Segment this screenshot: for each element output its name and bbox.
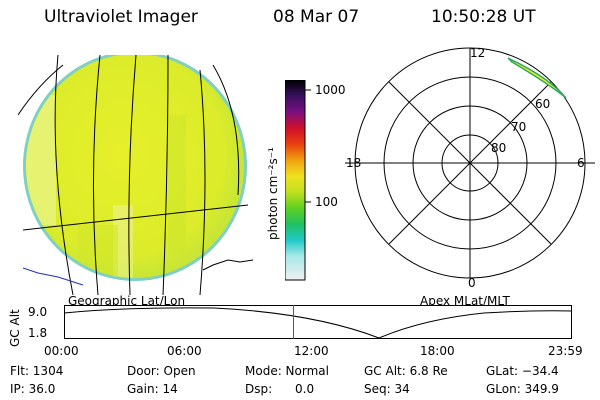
colorbar-label: photon cm⁻²s⁻¹: [266, 147, 280, 240]
app-title: Ultraviolet Imager: [44, 7, 198, 27]
right-panel-caption: Apex MLat/MLT: [420, 294, 510, 308]
info-glon: GLon: 349.9: [486, 382, 559, 396]
altitude-xtick-1200: 12:00: [294, 344, 329, 358]
lat-label-70: 70: [511, 120, 527, 134]
auroral-oval-segment: [507, 57, 567, 99]
altitude-xtick-1800: 18:00: [420, 344, 455, 358]
info-gain: Gain: 14: [127, 382, 178, 396]
info-gc-alt: GC Alt: 6.8 Re: [364, 364, 448, 378]
info-ip: IP: 36.0: [10, 382, 56, 396]
altitude-ytick-9: 9.0: [28, 305, 48, 319]
info-mode: Mode: Normal: [245, 364, 329, 378]
info-glat: GLat: −34.4: [486, 364, 559, 378]
altitude-ylabel: GC Alt: [8, 309, 22, 347]
info-seq: Seq: 34: [364, 382, 410, 396]
altitude-curve: [64, 307, 572, 339]
altitude-ytick-1-8: 1.8: [28, 326, 48, 340]
colorbar-tick-100: 100: [315, 195, 338, 209]
latlon-grid: [18, 55, 249, 295]
coastline: [22, 267, 84, 286]
altitude-plot: [64, 305, 572, 339]
geographic-image: [18, 55, 254, 295]
left-panel-caption: Geographic Lat/Lon: [68, 294, 186, 308]
mlt-label-12: 12: [470, 46, 486, 60]
time-label: 10:50:28 UT: [431, 7, 536, 27]
coastline-east: [202, 259, 254, 271]
colorbar: [285, 80, 311, 281]
lat-label-60: 60: [535, 97, 551, 111]
lat-label-80: 80: [491, 141, 507, 155]
mlt-label-6: 6: [577, 156, 585, 170]
mlt-label-18: 18: [346, 156, 362, 170]
altitude-xtick-0600: 06:00: [167, 344, 202, 358]
colorbar-tick-1000: 1000: [315, 83, 346, 97]
altitude-xtick-0000: 00:00: [44, 344, 79, 358]
altitude-xtick-2359: 23:59: [548, 344, 583, 358]
mlt-label-0: 0: [468, 276, 476, 290]
info-flt: Flt: 1304: [10, 364, 64, 378]
info-dsp: Dsp: 0.0: [245, 382, 315, 396]
polar-plot: [345, 47, 595, 279]
info-door: Door: Open: [127, 364, 196, 378]
date-label: 08 Mar 07: [273, 7, 360, 27]
